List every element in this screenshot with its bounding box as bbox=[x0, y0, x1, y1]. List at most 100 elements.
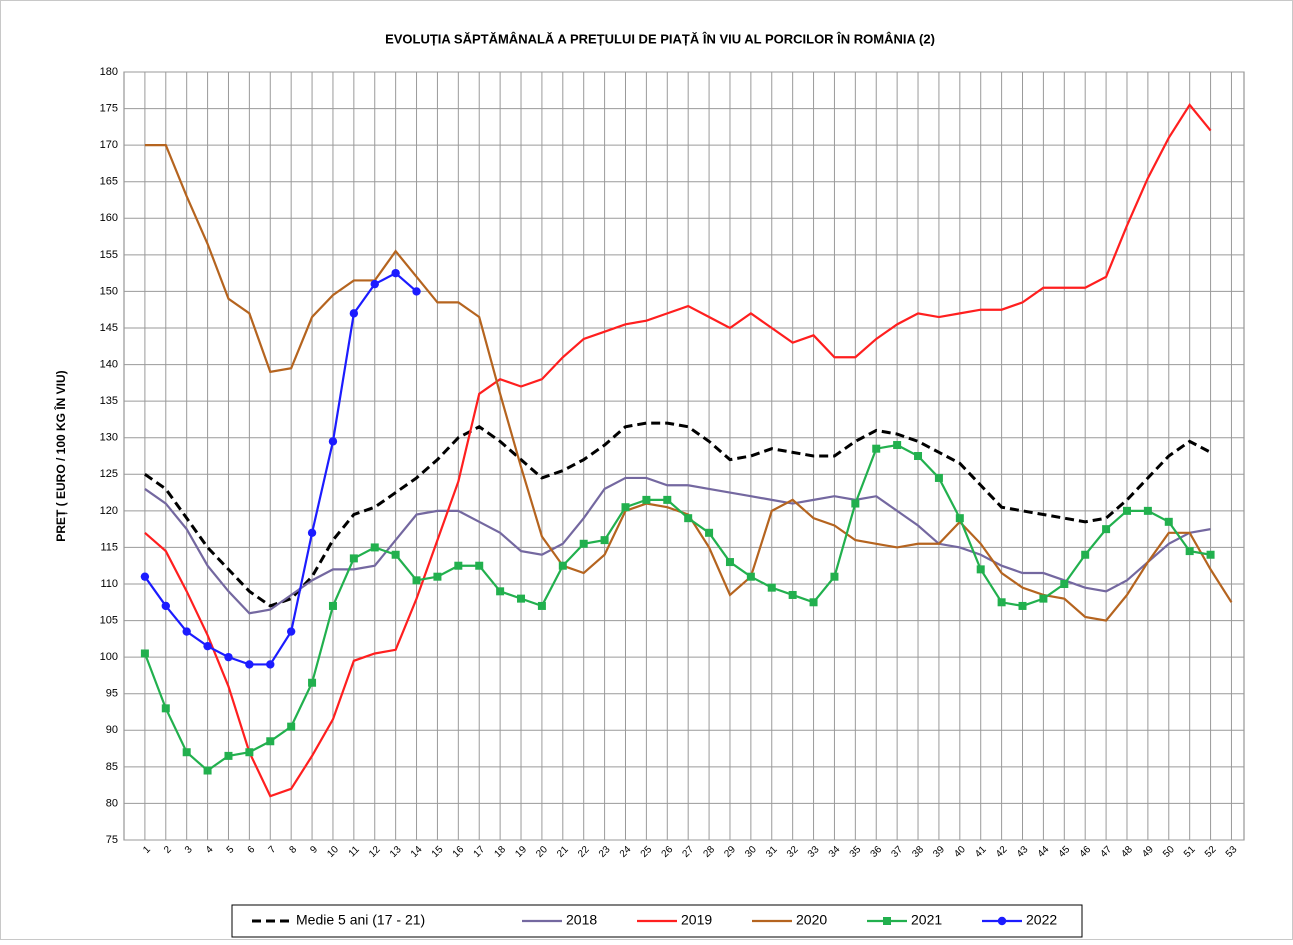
series-line bbox=[143, 443, 1211, 772]
marker bbox=[266, 660, 275, 669]
marker bbox=[767, 583, 776, 592]
marker bbox=[1206, 550, 1215, 559]
y-tick-label: 170 bbox=[100, 139, 118, 151]
y-tick-label: 125 bbox=[100, 468, 118, 480]
marker bbox=[621, 503, 630, 512]
y-tick-label: 75 bbox=[106, 834, 118, 846]
marker bbox=[370, 543, 379, 552]
marker bbox=[851, 499, 860, 508]
marker bbox=[203, 641, 212, 651]
legend-label: 2020 bbox=[796, 912, 827, 928]
marker bbox=[809, 598, 818, 607]
legend-label: Medie 5 ani (17 - 21) bbox=[296, 912, 425, 928]
marker bbox=[412, 576, 421, 585]
marker bbox=[1185, 547, 1194, 556]
y-tick-label: 175 bbox=[100, 102, 118, 114]
series-line bbox=[144, 103, 1212, 798]
legend-label: 2018 bbox=[566, 912, 597, 928]
y-tick-label: 110 bbox=[100, 578, 118, 590]
y-tick-label: 130 bbox=[100, 432, 118, 444]
marker bbox=[1039, 594, 1048, 603]
marker bbox=[684, 514, 693, 523]
y-tick-label: 180 bbox=[100, 66, 118, 78]
marker bbox=[266, 737, 275, 746]
marker bbox=[663, 495, 672, 504]
legend-marker bbox=[883, 917, 891, 925]
marker bbox=[642, 495, 651, 504]
marker bbox=[140, 572, 150, 581]
marker bbox=[224, 751, 233, 760]
marker bbox=[349, 309, 359, 318]
marker bbox=[496, 587, 505, 596]
y-tick-label: 100 bbox=[100, 651, 118, 663]
marker bbox=[391, 268, 400, 278]
marker bbox=[997, 598, 1006, 607]
marker bbox=[746, 572, 755, 581]
marker bbox=[161, 601, 170, 611]
marker bbox=[433, 572, 442, 581]
y-tick-label: 90 bbox=[106, 724, 118, 736]
legend-label: 2019 bbox=[681, 912, 712, 928]
marker bbox=[349, 554, 358, 563]
marker bbox=[182, 748, 191, 757]
marker bbox=[1081, 550, 1090, 559]
y-tick-label: 160 bbox=[100, 212, 118, 224]
marker bbox=[955, 514, 964, 523]
legend-marker bbox=[997, 916, 1007, 926]
series-line bbox=[144, 271, 418, 666]
marker bbox=[370, 279, 379, 289]
marker bbox=[308, 678, 317, 687]
marker bbox=[934, 473, 943, 482]
plot-area bbox=[123, 71, 1245, 841]
legend-label: 2021 bbox=[911, 912, 942, 928]
y-tick-label: 85 bbox=[106, 761, 118, 773]
marker bbox=[788, 590, 797, 599]
marker bbox=[1102, 525, 1111, 534]
chart-title: EVOLUȚIA SĂPTĂMÂNALĂ A PREȚULUI DE PIAȚĂ… bbox=[385, 31, 935, 46]
marker bbox=[830, 572, 839, 581]
marker bbox=[1143, 506, 1152, 515]
marker bbox=[705, 528, 714, 537]
marker bbox=[579, 539, 588, 548]
y-tick-label: 140 bbox=[100, 358, 118, 370]
legend: Medie 5 ani (17 - 21) 2018 2019 2020 2021 202… bbox=[231, 904, 1083, 938]
marker bbox=[328, 437, 338, 446]
marker bbox=[140, 649, 149, 658]
marker bbox=[914, 452, 923, 460]
marker bbox=[412, 287, 421, 296]
y-tick-label: 120 bbox=[100, 505, 118, 517]
y-tick-label: 80 bbox=[106, 797, 118, 809]
marker bbox=[245, 660, 254, 669]
y-tick-label: 115 bbox=[100, 541, 118, 553]
marker bbox=[558, 561, 567, 570]
series-line bbox=[144, 421, 1212, 608]
marker bbox=[224, 652, 233, 662]
marker bbox=[1122, 506, 1131, 515]
y-tick-label: 145 bbox=[100, 322, 118, 334]
y-tick-label: 155 bbox=[100, 249, 118, 261]
marker bbox=[182, 627, 191, 636]
marker bbox=[725, 558, 734, 567]
marker bbox=[600, 536, 609, 545]
legend-label: 2022 bbox=[1026, 912, 1057, 928]
y-tick-label: 165 bbox=[100, 176, 118, 188]
marker bbox=[976, 565, 985, 574]
marker bbox=[1060, 580, 1069, 588]
marker bbox=[328, 601, 337, 610]
y-tick-label: 105 bbox=[100, 614, 118, 626]
series-line bbox=[144, 476, 1211, 615]
y-tick-label: 95 bbox=[106, 688, 118, 700]
y-tick-label: 135 bbox=[100, 395, 118, 407]
marker bbox=[893, 441, 902, 450]
y-axis-label: PREȚ ( EURO / 100 KG ÎN VIU) bbox=[53, 370, 68, 541]
marker bbox=[161, 704, 170, 713]
marker bbox=[307, 528, 317, 537]
marker bbox=[203, 766, 212, 775]
marker bbox=[872, 444, 881, 453]
marker bbox=[454, 561, 463, 570]
marker bbox=[286, 627, 296, 636]
marker bbox=[245, 748, 254, 757]
marker bbox=[475, 561, 484, 570]
marker bbox=[287, 722, 296, 731]
